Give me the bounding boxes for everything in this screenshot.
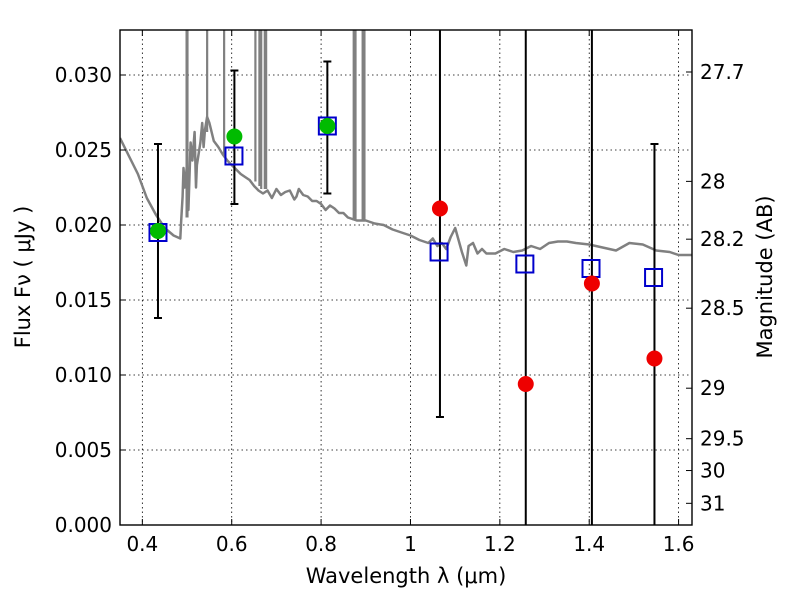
x-tick-label: 0.8 xyxy=(305,532,337,556)
upper-limit-point xyxy=(646,350,663,367)
y-tick-label: 0.005 xyxy=(55,438,112,462)
detection-point xyxy=(226,128,243,145)
y-tick-label: 0.015 xyxy=(55,288,112,312)
x-axis-label: Wavelength λ (μm) xyxy=(306,564,507,588)
grid-lines xyxy=(120,30,692,526)
y2-tick-label: 31 xyxy=(700,491,725,515)
y-axis-label: Flux Fν ( μJy ) xyxy=(11,206,35,349)
y2-tick-label: 28.2 xyxy=(700,227,745,251)
y2-tick-label: 30 xyxy=(700,459,725,483)
y2-tick-label: 29 xyxy=(700,376,725,400)
detection-point xyxy=(149,223,166,239)
y2-tick-label: 28 xyxy=(700,169,725,193)
model-photometry-square xyxy=(317,116,337,136)
y2-tick-label: 29.5 xyxy=(700,427,745,451)
x-tick-label: 1 xyxy=(404,532,417,556)
y-tick-label: 0.030 xyxy=(55,63,112,87)
plot-frame xyxy=(119,29,693,526)
upper-limit-point xyxy=(517,376,534,392)
model-photometry-square xyxy=(515,254,535,274)
model-photometry-square xyxy=(429,242,449,262)
model-photometry-square xyxy=(224,146,244,166)
plot-area xyxy=(120,30,692,525)
sed-model-line xyxy=(120,115,692,267)
x-tick-label: 1.4 xyxy=(573,532,605,556)
y2-tick-label: 27.7 xyxy=(700,60,745,84)
y2-axis-label: Magnitude (AB) xyxy=(753,195,777,358)
y-tick-label: 0.010 xyxy=(55,363,112,387)
x-tick-label: 1.6 xyxy=(663,532,695,556)
axes: 0.4 0.6 0.8 1 1.2 1.4 1.6 0.000 0.005 0.010 0.015 0… xyxy=(55,29,745,556)
y2-tick-label: 28.5 xyxy=(700,296,745,320)
upper-limit-point xyxy=(431,200,448,217)
y-tick-label: 0.025 xyxy=(55,138,112,162)
y-tick-label: 0.000 xyxy=(55,513,112,537)
x-tick-label: 0.4 xyxy=(126,532,158,556)
y-tick-label: 0.020 xyxy=(55,213,112,237)
x-tick-label: 1.2 xyxy=(484,532,516,556)
upper-limit-point xyxy=(583,275,600,292)
model-photometry-square xyxy=(644,268,664,287)
detection-point xyxy=(319,118,336,134)
x-tick-label: 0.6 xyxy=(216,532,248,556)
